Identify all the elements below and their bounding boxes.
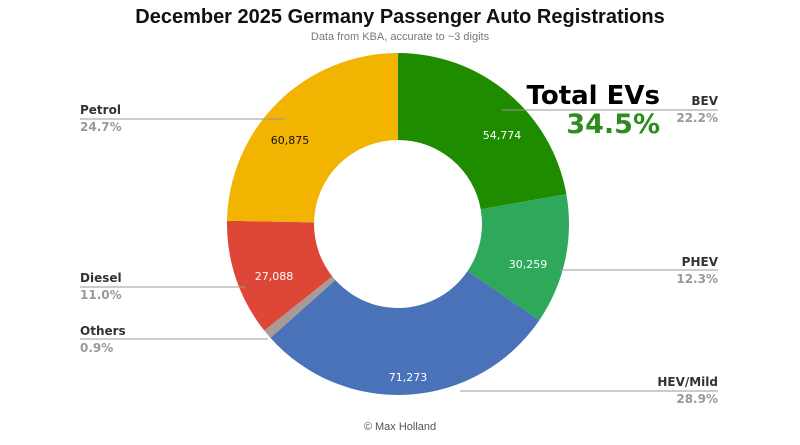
slice-bev xyxy=(398,53,567,210)
total-evs-value: 34.5% xyxy=(566,109,660,140)
label-others: Others xyxy=(80,324,126,338)
slice-diesel xyxy=(227,220,333,331)
value-hev-mild: 71,273 xyxy=(389,371,428,384)
slice-others xyxy=(264,276,336,338)
chart-subtitle: Data from KBA, accurate to ~3 digits xyxy=(310,31,490,43)
credit: © Max Holland xyxy=(363,421,437,433)
label-bev: BEV xyxy=(691,94,718,108)
value-bev: 54,774 xyxy=(483,129,522,142)
label-hev-mild: HEV/Mild xyxy=(657,375,718,389)
percent-phev: 12.3% xyxy=(676,272,718,286)
value-petrol: 60,875 xyxy=(271,134,310,147)
percent-others: 0.9% xyxy=(80,341,113,355)
value-phev: 30,259 xyxy=(509,258,548,271)
label-diesel: Diesel xyxy=(80,271,122,285)
value-diesel: 27,088 xyxy=(255,270,294,283)
slice-phev xyxy=(467,194,569,321)
chart-title: December 2025 Germany Passenger Auto Reg… xyxy=(135,6,665,28)
percent-diesel: 11.0% xyxy=(80,288,122,302)
label-petrol: Petrol xyxy=(80,103,121,117)
label-phev: PHEV xyxy=(682,255,719,269)
slice-petrol xyxy=(227,53,398,223)
slice-hev-mild xyxy=(270,271,540,395)
percent-petrol: 24.7% xyxy=(80,120,122,134)
total-evs-annotation: Total EVs 34.5% xyxy=(527,82,660,140)
percent-hev-mild: 28.9% xyxy=(676,392,718,406)
percent-bev: 22.2% xyxy=(676,111,718,125)
total-evs-label: Total EVs xyxy=(526,81,660,111)
